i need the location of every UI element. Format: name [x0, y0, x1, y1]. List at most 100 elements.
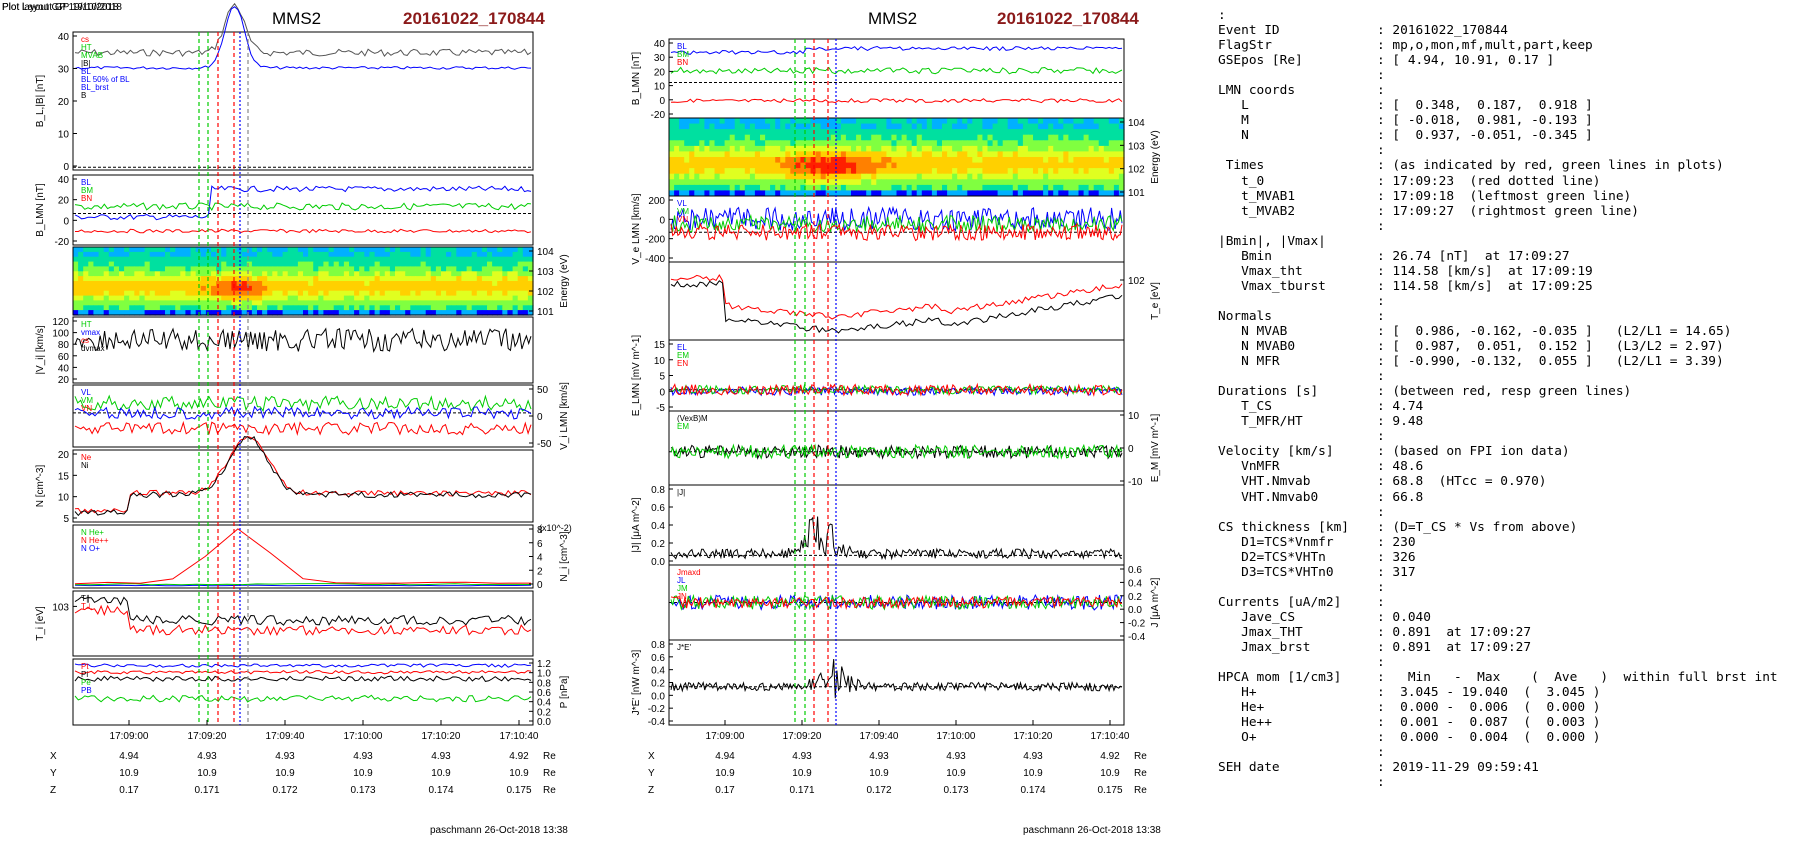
spectrogram-cell — [1048, 184, 1054, 192]
spectrogram-cell — [704, 129, 711, 136]
spectrogram-cell — [1073, 173, 1080, 180]
spectrogram-cell — [282, 266, 289, 272]
spectrogram-cell — [507, 300, 514, 306]
spectrogram-cell — [98, 276, 105, 282]
y-tick-label: 10 — [58, 493, 70, 504]
spectrogram-cell — [1103, 118, 1110, 125]
spectrogram-cell — [349, 281, 355, 287]
spectrogram-cell — [430, 281, 437, 287]
spectrogram-cell — [318, 247, 324, 253]
trace-0000ff — [670, 45, 1123, 55]
ephemeris-label: X — [50, 751, 57, 762]
spectrogram-cell — [1033, 140, 1039, 147]
spectrogram-cell — [704, 184, 711, 192]
spectrogram-cell — [770, 179, 776, 186]
info-key — [1218, 219, 1377, 234]
spectrogram-cell — [795, 118, 802, 125]
spectrogram-cell — [820, 173, 827, 180]
spectrogram-cell — [481, 266, 488, 272]
spectrogram-cell — [967, 157, 973, 164]
spectrogram-cell — [262, 251, 268, 258]
spectrogram-cell — [159, 247, 166, 253]
spectrogram-cell — [216, 310, 222, 316]
spectrogram-cell — [354, 276, 360, 282]
spectrogram-cell — [861, 190, 867, 197]
spectrogram-cell — [992, 190, 999, 197]
spectrogram-cell — [241, 295, 248, 302]
spectrogram-cell — [446, 281, 452, 287]
spectrogram-cell — [1022, 190, 1029, 197]
spectrogram-cell — [987, 179, 994, 186]
legend-entry: BN — [81, 194, 92, 203]
spectrogram-cell — [512, 256, 519, 263]
spectrogram-cell — [507, 295, 514, 302]
info-line: |Bmin|, |Vmax| — [1218, 234, 1778, 249]
spectrogram-cell — [765, 190, 771, 197]
spectrogram-cell — [1027, 179, 1034, 186]
spectrogram-cell — [374, 251, 381, 258]
panel-frame — [72, 658, 534, 726]
spectrogram-cell — [982, 190, 989, 197]
legend-entry: HT — [81, 43, 92, 52]
spectrogram-cell — [866, 129, 872, 136]
info-key: N MFR — [1218, 354, 1280, 370]
spectrogram-cell — [1033, 173, 1039, 180]
spectrogram-cell — [936, 179, 943, 186]
spectrogram-cell — [512, 266, 519, 272]
spectrogram-cell — [441, 281, 447, 287]
spectrogram-cell — [369, 251, 376, 258]
legend-entry: Ne — [81, 453, 92, 462]
spectrogram-cell — [113, 281, 120, 287]
spectrogram-cell — [287, 251, 294, 258]
spectrogram-cell — [328, 310, 335, 316]
spectrogram-cell — [911, 140, 918, 147]
spectrogram-cell — [921, 118, 928, 125]
spectrogram-cell — [931, 151, 938, 158]
spectrogram-cell — [481, 295, 488, 302]
spectrogram-cell — [129, 290, 135, 297]
spectrogram-cell — [369, 281, 376, 287]
spectrogram-cell — [830, 173, 837, 180]
spectrogram-cell — [871, 162, 877, 169]
spectrogram-cell — [435, 251, 442, 258]
spectrogram-cell — [343, 266, 350, 272]
spectrogram-cell — [744, 134, 751, 141]
spectrogram-cell — [139, 281, 146, 287]
y-tick-label: 0 — [537, 412, 543, 423]
spectrogram-cell — [517, 261, 524, 268]
spectrogram-cell — [527, 305, 534, 311]
spectrogram-cell — [709, 123, 716, 130]
spectrogram-cell — [349, 295, 355, 302]
spectrogram-cell — [108, 271, 115, 277]
spectrogram-cell — [318, 285, 324, 292]
spectrogram-cell — [430, 261, 437, 268]
spectrogram-cell — [1078, 157, 1085, 164]
spectrogram-cell — [195, 251, 202, 258]
spectrogram-cell — [466, 251, 473, 258]
spectrogram-cell — [744, 184, 751, 192]
spectrogram-cell — [744, 173, 751, 180]
spectrogram-cell — [800, 179, 807, 186]
spectrogram-cell — [1078, 179, 1085, 186]
spectrogram-cell — [1083, 129, 1090, 136]
spectrogram-cell — [507, 281, 514, 287]
spectrogram-cell — [170, 295, 176, 302]
spectrogram-cell — [891, 173, 898, 180]
spectrogram-cell — [359, 266, 365, 272]
spectrogram-cell — [805, 157, 812, 164]
spectrogram-cell — [267, 247, 273, 253]
spectrogram-cell — [861, 179, 867, 186]
spectrogram-cell — [415, 261, 422, 268]
spectrogram-cell — [760, 190, 766, 197]
spectrogram-cell — [369, 256, 376, 263]
spectrogram-cell — [952, 129, 958, 136]
spectrogram-cell — [1053, 134, 1059, 141]
spectrogram-cell — [1098, 179, 1105, 186]
spectrogram-cell — [886, 151, 893, 158]
spectrogram-cell — [257, 271, 263, 277]
spectrogram-cell — [282, 281, 289, 287]
spectrogram-cell — [1012, 123, 1019, 130]
spectrogram-cell — [446, 251, 452, 258]
spectrogram-cell — [724, 168, 731, 175]
